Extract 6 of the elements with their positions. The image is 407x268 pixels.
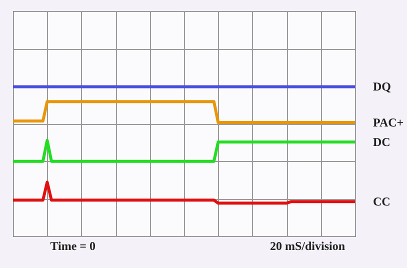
series-label: PAC+ [373, 116, 404, 130]
text: 20 mS/division [270, 239, 346, 253]
series-label: DQ [373, 80, 391, 94]
text: Time = 0 [50, 239, 96, 253]
series-label: CC [373, 194, 390, 209]
series-label: DC [373, 134, 390, 149]
